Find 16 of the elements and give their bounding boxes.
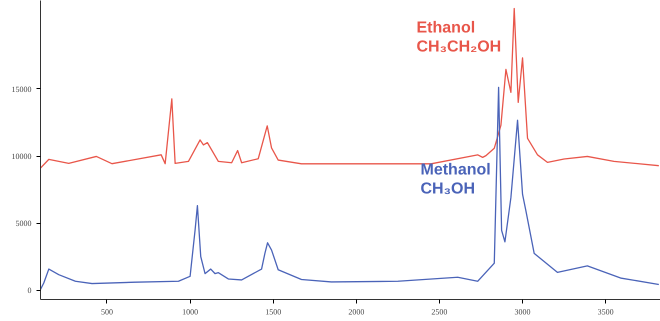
x-tick-label: 3000 — [514, 308, 531, 316]
x-tick-label: 2000 — [348, 308, 364, 316]
y-tick-label: 15000 — [12, 84, 32, 94]
line-series — [40, 86, 660, 290]
y-tick-label: 10000 — [12, 152, 32, 162]
x-tick-label: 500 — [100, 308, 113, 316]
x-tick-label: 3500 — [598, 308, 614, 316]
x-tick-label: 1000 — [182, 308, 198, 316]
series-label: Methanol — [420, 162, 491, 178]
y-tick-label: 5000 — [16, 219, 32, 228]
annotation: CH₃CH₂OH — [416, 38, 502, 56]
x-tick-label: 1500 — [265, 308, 282, 316]
text: Ethanol — [416, 20, 476, 36]
x-tick-label: 2500 — [431, 308, 448, 316]
annotation: CH₃OH — [420, 180, 476, 198]
y-tick-label: 0 — [28, 286, 32, 296]
